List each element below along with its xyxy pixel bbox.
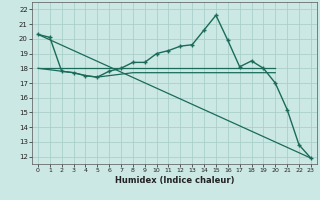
X-axis label: Humidex (Indice chaleur): Humidex (Indice chaleur) (115, 176, 234, 185)
